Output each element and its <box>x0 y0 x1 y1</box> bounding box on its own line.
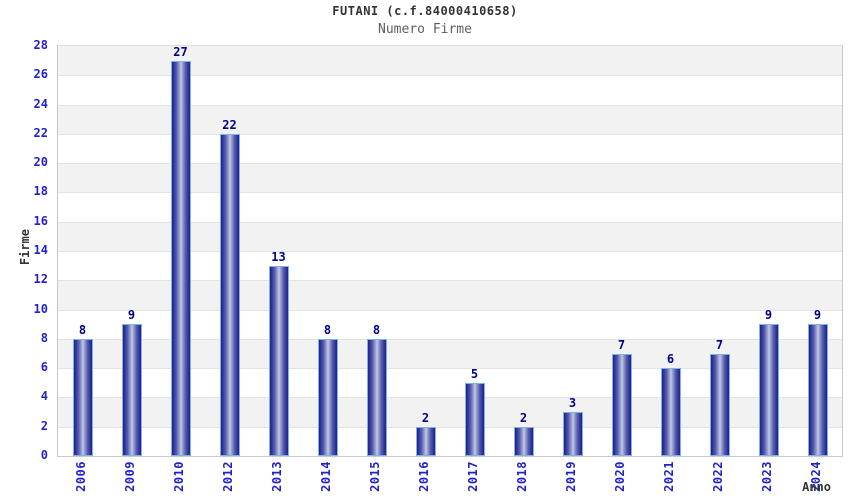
gridline <box>58 104 842 106</box>
bar <box>121 324 142 456</box>
plot-area: 8 9 27 22 13 8 8 2 5 2 3 7 6 7 9 9 <box>57 45 843 457</box>
gridline <box>58 280 842 282</box>
bar-value-label: 8 <box>372 322 381 337</box>
y-tick-label: 26 <box>33 67 48 82</box>
bar-value-label: 9 <box>813 308 822 323</box>
bar <box>611 353 632 456</box>
bar <box>268 265 289 456</box>
y-tick-label: 14 <box>33 243 48 257</box>
y-tick-label: 4 <box>40 389 48 404</box>
x-tick-label: 2020 <box>612 461 627 492</box>
y-axis: 0 2 4 6 8 10 12 14 16 18 20 22 24 26 28 <box>0 38 48 462</box>
bar-value-label: 2 <box>519 410 528 425</box>
x-tick-label: 2009 <box>122 461 137 492</box>
y-tick-label: 2 <box>40 418 48 433</box>
y-tick-label: 10 <box>33 301 48 316</box>
y-tick-label: 6 <box>40 360 48 375</box>
gridline <box>58 426 842 428</box>
x-tick-label: 2016 <box>416 461 431 492</box>
y-tick-label: 24 <box>33 96 48 111</box>
bar-value-label: 6 <box>666 352 675 367</box>
x-tick-label: 2006 <box>73 461 88 492</box>
gridline <box>58 397 842 399</box>
bar-value-label: 27 <box>173 44 188 59</box>
bar <box>807 324 828 456</box>
chart-subtitle: Numero Firme <box>378 22 472 37</box>
bar-value-label: 5 <box>470 366 479 381</box>
x-axis: 2006 2009 2010 2012 2013 2014 2015 2016 2017 2018… <box>57 457 843 500</box>
bar <box>415 426 436 456</box>
gridline <box>58 163 842 165</box>
chart-title: FUTANI (c.f.84000410658) <box>332 4 518 18</box>
bar-value-label: 2 <box>421 410 430 425</box>
bar-value-label: 13 <box>271 249 286 264</box>
x-tick-label: 2010 <box>171 461 186 492</box>
bar <box>170 60 191 456</box>
x-tick-label: 2015 <box>367 461 382 492</box>
bar <box>660 368 681 456</box>
gridline <box>58 368 842 370</box>
bar-value-label: 9 <box>127 308 136 323</box>
y-tick-label: 12 <box>33 272 48 287</box>
bar <box>758 324 779 456</box>
gridline <box>58 338 842 340</box>
y-tick-label: 16 <box>33 213 48 228</box>
bar-value-label: 8 <box>78 322 87 337</box>
y-tick-label: 28 <box>33 38 48 52</box>
bar-value-label: 9 <box>764 308 773 323</box>
bar <box>513 426 534 456</box>
bar-value-label: 7 <box>715 337 724 352</box>
bar-value-label: 7 <box>617 337 626 352</box>
bar <box>464 382 485 456</box>
gridline <box>58 192 842 194</box>
x-tick-label: 2018 <box>514 461 529 492</box>
bar-value-label: 8 <box>323 322 332 337</box>
gridline <box>58 221 842 223</box>
y-tick-label: 18 <box>33 184 48 199</box>
bar-value-label: 3 <box>568 396 577 411</box>
bar <box>366 338 387 456</box>
x-tick-label: 2022 <box>710 461 725 492</box>
bar <box>562 412 583 456</box>
gridline <box>58 251 842 252</box>
y-tick-label: 8 <box>40 330 48 345</box>
x-tick-label: 2014 <box>318 461 333 492</box>
bar <box>709 353 730 456</box>
y-tick-label: 20 <box>33 155 48 170</box>
bar <box>317 338 338 456</box>
y-tick-label: 0 <box>40 448 48 462</box>
x-tick-label: 2013 <box>269 461 284 492</box>
x-tick-label: 2023 <box>759 461 774 492</box>
x-tick-label: 2021 <box>661 461 676 492</box>
gridline <box>58 133 842 135</box>
bar <box>219 133 240 456</box>
x-tick-label: 2017 <box>465 461 480 492</box>
x-axis-title: Anno <box>802 480 831 494</box>
bar <box>72 338 93 456</box>
x-tick-label: 2012 <box>220 461 235 492</box>
y-tick-label: 22 <box>33 125 48 140</box>
bar-value-label: 22 <box>222 117 237 132</box>
x-tick-label: 2019 <box>563 461 578 492</box>
gridline <box>58 309 842 311</box>
gridline <box>58 75 842 77</box>
